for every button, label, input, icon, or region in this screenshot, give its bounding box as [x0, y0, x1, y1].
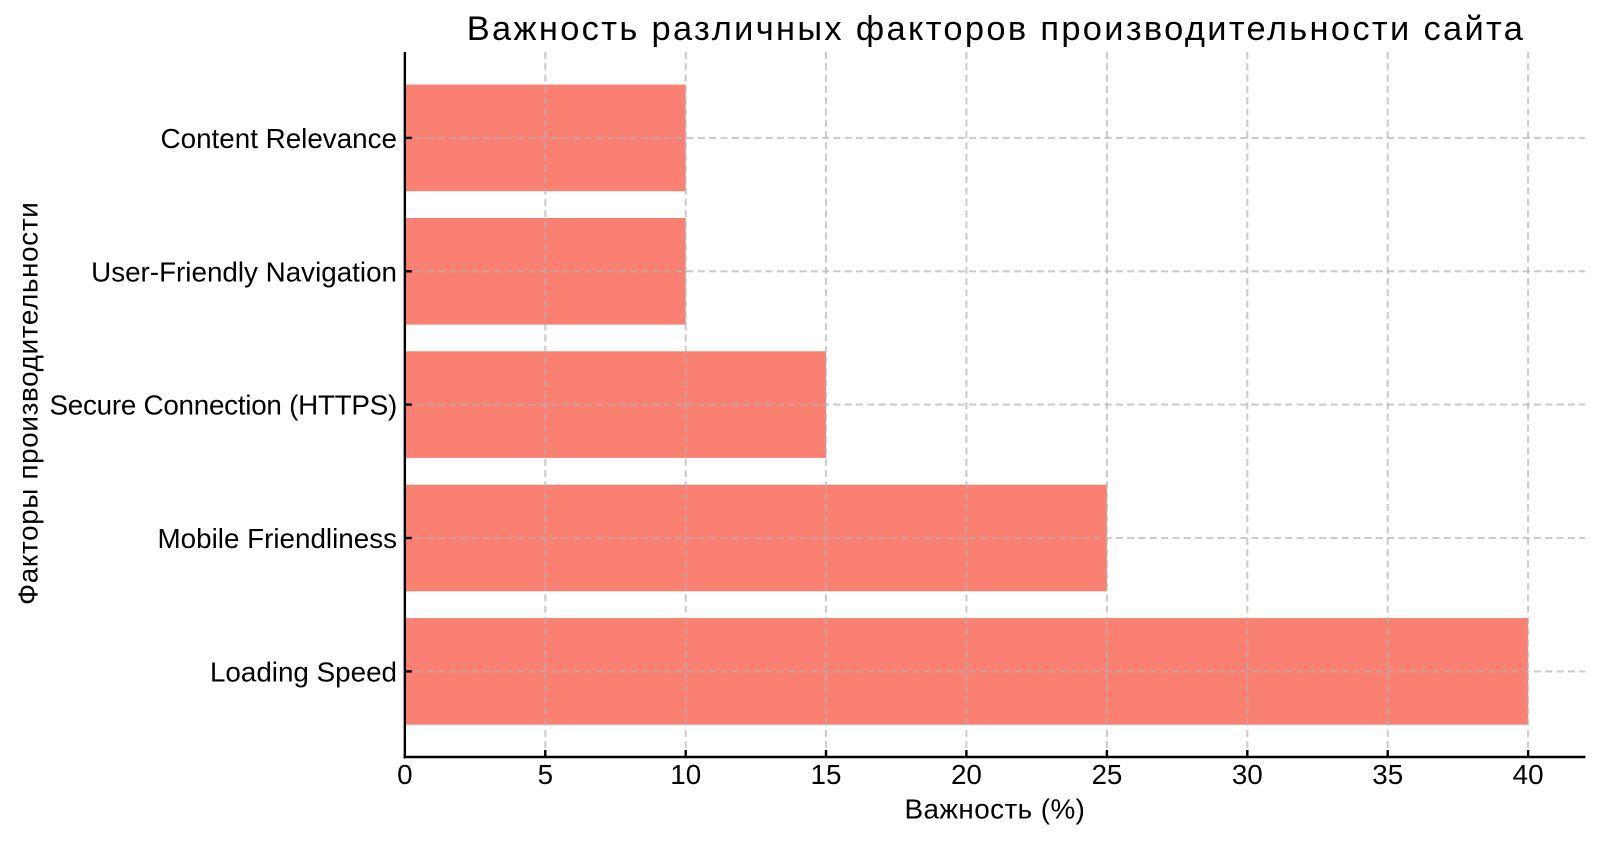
- svg-text:Mobile Friendliness: Mobile Friendliness: [158, 523, 397, 554]
- svg-text:Loading Speed: Loading Speed: [210, 656, 397, 687]
- svg-text:Content Relevance: Content Relevance: [161, 123, 397, 154]
- svg-text:40: 40: [1513, 759, 1544, 790]
- svg-text:20: 20: [951, 759, 982, 790]
- svg-text:5: 5: [538, 759, 553, 790]
- svg-text:User-Friendly Navigation: User-Friendly Navigation: [91, 256, 397, 287]
- svg-text:35: 35: [1372, 759, 1403, 790]
- svg-text:Важность различных факторов пр: Важность различных факторов производител…: [467, 10, 1525, 48]
- svg-text:25: 25: [1091, 759, 1122, 790]
- svg-text:Факторы производительности: Факторы производительности: [13, 202, 44, 605]
- svg-text:15: 15: [811, 759, 842, 790]
- svg-text:30: 30: [1232, 759, 1263, 790]
- svg-text:10: 10: [670, 759, 701, 790]
- svg-text:0: 0: [397, 759, 412, 790]
- svg-text:Secure Connection (HTTPS): Secure Connection (HTTPS): [49, 390, 397, 421]
- svg-text:Важность (%): Важность (%): [904, 794, 1085, 825]
